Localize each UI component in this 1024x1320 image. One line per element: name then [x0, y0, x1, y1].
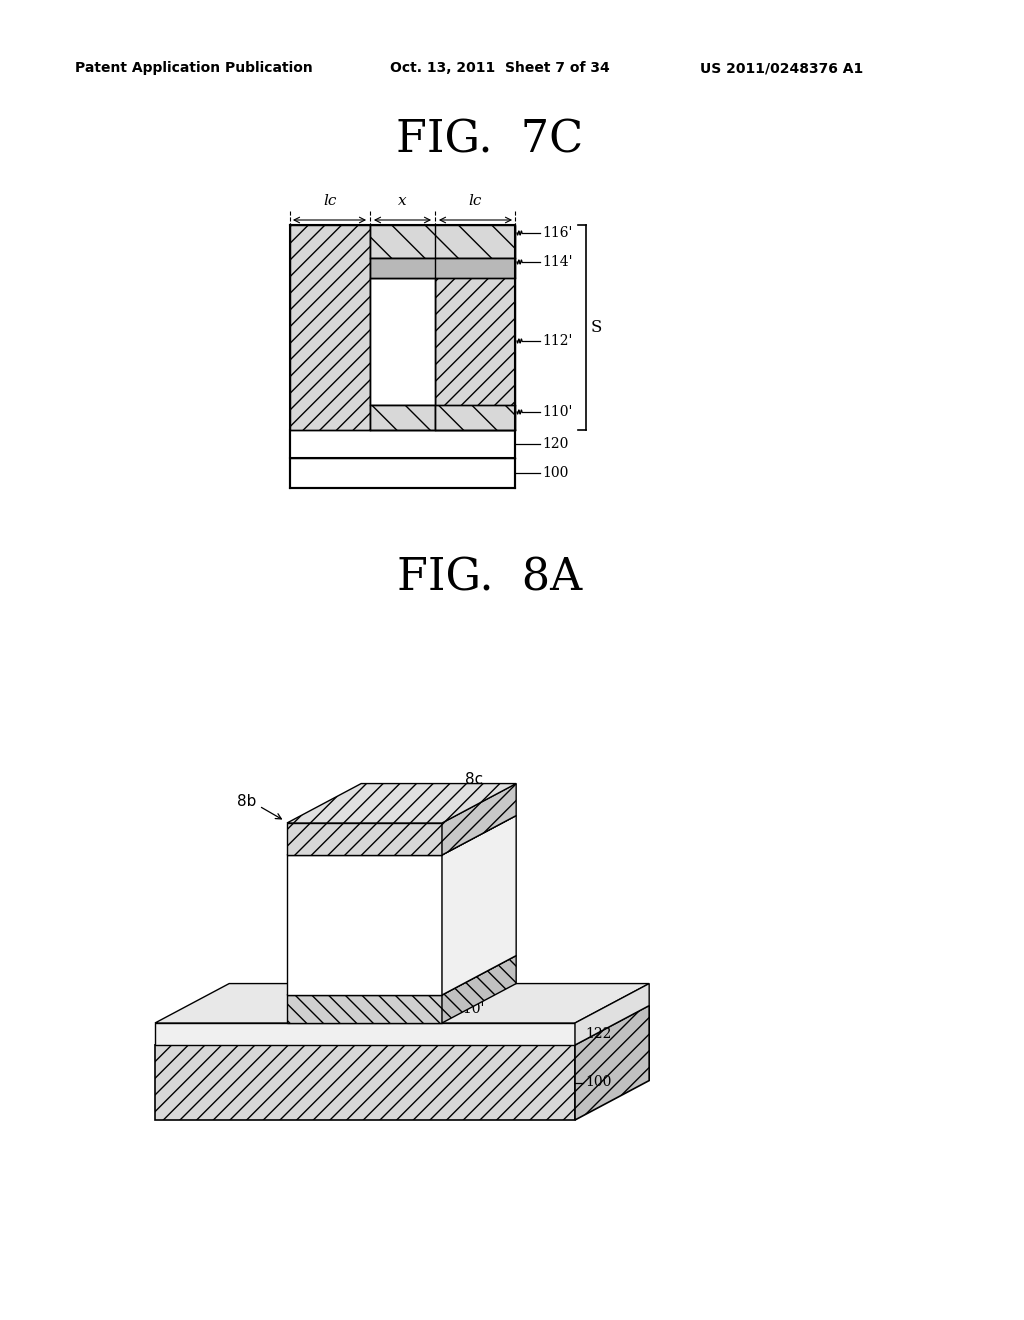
Bar — [435, 405, 515, 430]
Text: US 2011/0248376 A1: US 2011/0248376 A1 — [700, 61, 863, 75]
Polygon shape — [287, 956, 516, 995]
Polygon shape — [442, 816, 516, 995]
Polygon shape — [155, 983, 649, 1023]
Text: 8c: 8c — [465, 772, 483, 787]
Bar — [290, 430, 515, 458]
Polygon shape — [155, 1023, 575, 1045]
Polygon shape — [287, 816, 516, 855]
Polygon shape — [287, 784, 516, 822]
Text: FIG.  7C: FIG. 7C — [396, 119, 584, 161]
Text: 112': 112' — [542, 334, 572, 348]
Text: Patent Application Publication: Patent Application Publication — [75, 61, 312, 75]
Bar — [370, 279, 435, 405]
Text: lc: lc — [468, 194, 481, 209]
Polygon shape — [287, 822, 442, 855]
Text: x: x — [398, 194, 407, 209]
Polygon shape — [287, 995, 442, 1023]
Text: 120: 120 — [542, 437, 568, 451]
Polygon shape — [442, 784, 516, 855]
Polygon shape — [442, 956, 516, 1023]
Polygon shape — [155, 1045, 575, 1119]
Text: 8b: 8b — [450, 862, 469, 878]
Text: 116': 116' — [542, 226, 572, 240]
Polygon shape — [155, 1006, 649, 1045]
Bar — [290, 224, 370, 430]
Text: 112': 112' — [454, 932, 484, 946]
Text: FIG.  8A: FIG. 8A — [397, 557, 583, 599]
Text: S: S — [591, 319, 602, 337]
Polygon shape — [575, 983, 649, 1045]
Bar — [435, 224, 515, 430]
Bar — [370, 405, 435, 430]
Text: Oct. 13, 2011  Sheet 7 of 34: Oct. 13, 2011 Sheet 7 of 34 — [390, 61, 609, 75]
Text: 110': 110' — [542, 405, 572, 418]
Text: 110': 110' — [454, 1002, 484, 1016]
Bar — [370, 224, 515, 257]
Bar — [370, 257, 515, 279]
Text: 100: 100 — [585, 1076, 611, 1089]
Text: 8b: 8b — [238, 793, 257, 808]
Bar — [290, 458, 515, 488]
Text: 114': 114' — [542, 255, 572, 269]
Text: 122: 122 — [585, 1027, 611, 1041]
Polygon shape — [287, 855, 442, 995]
Text: 8c: 8c — [338, 913, 356, 929]
Polygon shape — [575, 1006, 649, 1119]
Text: 100: 100 — [542, 466, 568, 480]
Text: lc: lc — [324, 194, 337, 209]
